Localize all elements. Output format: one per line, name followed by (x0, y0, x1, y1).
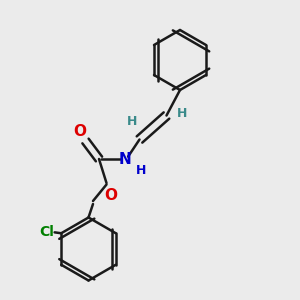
Text: N: N (118, 152, 131, 166)
Text: H: H (136, 164, 146, 177)
Text: Cl: Cl (39, 225, 54, 239)
Text: H: H (127, 115, 137, 128)
Text: H: H (177, 106, 188, 120)
Text: O: O (104, 188, 118, 202)
Text: O: O (74, 124, 87, 139)
